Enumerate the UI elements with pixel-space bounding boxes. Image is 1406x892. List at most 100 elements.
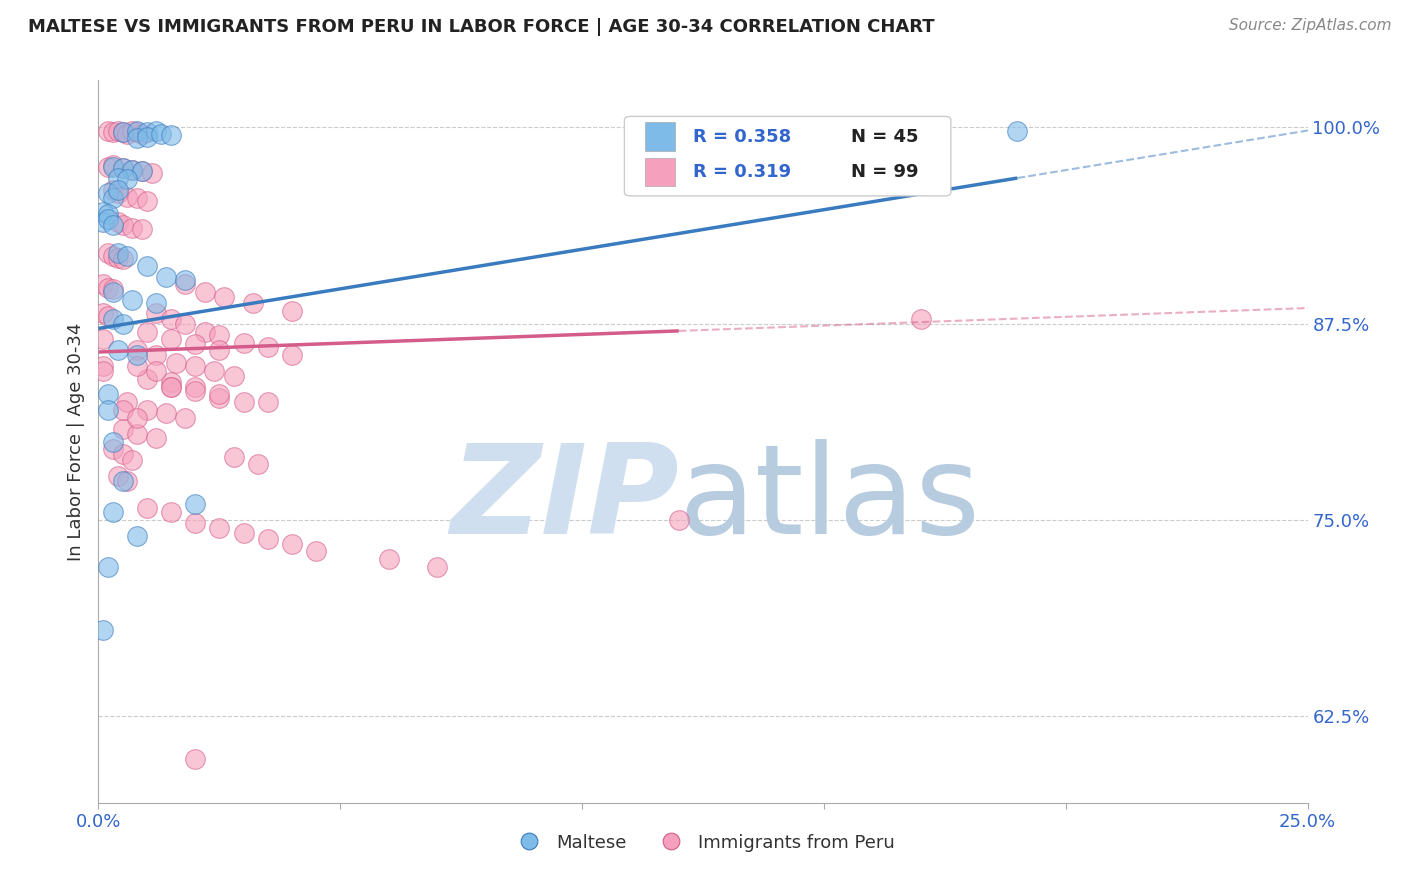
Point: [208, 343, 231, 358]
Point: [121, 162, 143, 177]
Point: [97, 309, 120, 323]
Point: [222, 450, 245, 465]
Point: [212, 290, 235, 304]
Point: [135, 194, 157, 209]
Point: [91, 623, 114, 637]
Point: [145, 348, 167, 362]
Point: [127, 191, 149, 205]
Point: [174, 411, 197, 425]
Point: [127, 343, 149, 358]
Point: [232, 525, 254, 540]
Point: [256, 340, 278, 354]
Point: [155, 406, 177, 420]
Point: [107, 183, 129, 197]
Point: [135, 403, 157, 417]
Point: [141, 166, 163, 180]
Point: [107, 251, 129, 265]
Point: [107, 343, 129, 358]
Point: [101, 434, 124, 449]
Point: [127, 131, 149, 145]
Text: MALTESE VS IMMIGRANTS FROM PERU IN LABOR FORCE | AGE 30-34 CORRELATION CHART: MALTESE VS IMMIGRANTS FROM PERU IN LABOR…: [28, 18, 935, 36]
Text: N = 99: N = 99: [851, 163, 918, 181]
Text: ZIP: ZIP: [450, 439, 679, 560]
Point: [101, 158, 124, 172]
Point: [184, 379, 207, 393]
Point: [131, 222, 153, 236]
Point: [91, 205, 114, 219]
Point: [101, 442, 124, 457]
Point: [184, 337, 207, 351]
Point: [131, 164, 153, 178]
Point: [111, 317, 134, 331]
Point: [208, 391, 231, 405]
Point: [208, 327, 231, 342]
Point: [281, 536, 304, 550]
Point: [204, 364, 226, 378]
Text: R = 0.358: R = 0.358: [693, 128, 792, 145]
Point: [145, 306, 167, 320]
Point: [127, 123, 149, 137]
Point: [145, 123, 167, 137]
Point: [101, 282, 124, 296]
Text: N = 45: N = 45: [851, 128, 918, 145]
Point: [117, 395, 139, 409]
Point: [101, 312, 124, 326]
Point: [101, 218, 124, 232]
Point: [121, 293, 143, 308]
Point: [135, 325, 157, 339]
Point: [107, 186, 129, 201]
Point: [377, 552, 399, 566]
Point: [426, 560, 449, 574]
Point: [111, 447, 134, 461]
Point: [174, 273, 197, 287]
Point: [97, 160, 120, 174]
Point: [97, 560, 120, 574]
Point: [232, 395, 254, 409]
Point: [208, 521, 231, 535]
Point: [1007, 123, 1029, 137]
Point: [101, 285, 124, 300]
Point: [91, 214, 114, 228]
Point: [101, 249, 124, 263]
Point: [111, 125, 134, 139]
Point: [145, 296, 167, 310]
Point: [117, 127, 139, 141]
Point: [910, 312, 932, 326]
Point: [97, 387, 120, 401]
Point: [117, 474, 139, 488]
Point: [97, 186, 120, 201]
Point: [184, 497, 207, 511]
Point: [668, 513, 690, 527]
Point: [184, 516, 207, 531]
Point: [97, 123, 120, 137]
Point: [281, 348, 304, 362]
Point: [160, 333, 183, 347]
Point: [121, 453, 143, 467]
Point: [174, 317, 197, 331]
Point: [256, 532, 278, 546]
Point: [242, 296, 264, 310]
Point: [107, 170, 129, 185]
Point: [111, 125, 134, 139]
Point: [232, 335, 254, 350]
Point: [127, 348, 149, 362]
Point: [107, 246, 129, 260]
Point: [97, 246, 120, 260]
Point: [135, 125, 157, 139]
Point: [91, 333, 114, 347]
Point: [107, 469, 129, 483]
Point: [101, 125, 124, 139]
Point: [127, 359, 149, 373]
Point: [97, 211, 120, 226]
Point: [135, 500, 157, 515]
Point: [97, 280, 120, 294]
Point: [101, 505, 124, 519]
Point: [121, 162, 143, 177]
Point: [247, 457, 270, 471]
Point: [111, 252, 134, 267]
Point: [127, 411, 149, 425]
Point: [111, 403, 134, 417]
Point: [111, 474, 134, 488]
Point: [121, 221, 143, 235]
Point: [127, 125, 149, 139]
